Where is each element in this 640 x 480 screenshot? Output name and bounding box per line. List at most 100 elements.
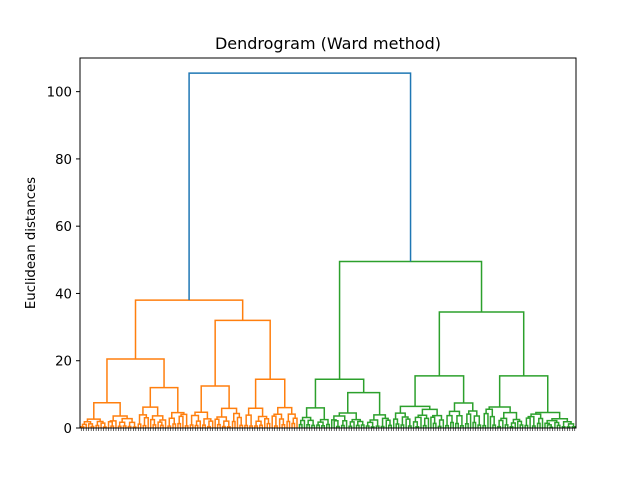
dendrogram-link bbox=[348, 425, 353, 428]
dendrogram-link bbox=[128, 421, 136, 427]
dendrogram-link bbox=[184, 425, 189, 428]
dendrogram-link bbox=[407, 425, 412, 428]
dendrogram-link bbox=[190, 414, 200, 425]
dendrogram-link bbox=[117, 425, 122, 428]
dendrogram-link bbox=[497, 425, 502, 428]
dendrogram-link bbox=[87, 423, 94, 428]
dendrogram-link bbox=[355, 424, 360, 428]
dendrogram-link bbox=[423, 417, 430, 428]
dendrogram-link bbox=[138, 414, 148, 425]
dendrogram-link bbox=[512, 418, 521, 424]
dendrogram-links bbox=[80, 72, 576, 428]
dendrogram-link bbox=[122, 425, 127, 428]
dendrogram-link bbox=[477, 424, 482, 428]
dendrogram-link bbox=[266, 422, 271, 428]
y-tick-label: 40 bbox=[55, 287, 72, 302]
dendrogram-link bbox=[500, 417, 508, 425]
dendrogram-link bbox=[317, 421, 324, 426]
dendrogram-link bbox=[259, 424, 264, 428]
dendrogram-link bbox=[401, 416, 409, 426]
dendrogram-link bbox=[338, 412, 357, 420]
dendrogram-link bbox=[554, 421, 560, 428]
dendrogram-link bbox=[306, 424, 311, 428]
dendrogram-link bbox=[498, 419, 504, 428]
dendrogram-link bbox=[504, 424, 509, 428]
dendrogram-link bbox=[556, 424, 561, 428]
y-tick-label: 60 bbox=[55, 220, 72, 235]
dendrogram-link bbox=[414, 375, 465, 407]
dendrogram-link bbox=[492, 424, 497, 428]
chart-title: Dendrogram (Ward method) bbox=[215, 34, 441, 53]
dendrogram-link bbox=[264, 417, 270, 428]
dendrogram-link bbox=[171, 411, 185, 419]
dendrogram-link bbox=[244, 424, 249, 428]
dendrogram-link bbox=[226, 426, 231, 428]
dendrogram-link bbox=[93, 402, 121, 420]
dendrogram-link bbox=[536, 422, 541, 428]
y-axis: 0 20 40 60 80 100 bbox=[47, 86, 80, 437]
dendrogram-link bbox=[347, 391, 381, 415]
dendrogram-link bbox=[366, 421, 374, 427]
dendrogram-link bbox=[437, 425, 442, 428]
dendrogram-link bbox=[149, 418, 156, 428]
y-tick-label: 80 bbox=[55, 153, 72, 168]
dendrogram-link bbox=[531, 425, 536, 428]
dendrogram-link bbox=[551, 417, 569, 422]
y-tick-label: 20 bbox=[55, 355, 72, 370]
dendrogram-link bbox=[194, 424, 199, 428]
dendrogram-link bbox=[546, 424, 552, 428]
dendrogram-link bbox=[257, 415, 268, 422]
dendrogram-link bbox=[291, 422, 296, 428]
dendrogram-link bbox=[530, 413, 542, 419]
dendrogram-link bbox=[357, 420, 364, 426]
dendrogram-link bbox=[121, 417, 133, 423]
dendrogram-link bbox=[456, 415, 463, 426]
dendrogram-link bbox=[485, 408, 494, 417]
y-tick-label: 100 bbox=[47, 86, 72, 101]
dendrogram-link bbox=[482, 424, 487, 428]
dendrogram-link bbox=[81, 423, 87, 428]
dendrogram-link bbox=[438, 311, 525, 376]
dendrogram-link bbox=[498, 375, 549, 413]
dendrogram-link bbox=[562, 420, 572, 427]
dendrogram-link bbox=[281, 423, 286, 428]
dendrogram-link bbox=[351, 418, 361, 422]
dendrogram-link bbox=[223, 420, 230, 427]
y-tick-label: 0 bbox=[64, 422, 72, 437]
dendrogram-link bbox=[188, 72, 412, 301]
dendrogram-link bbox=[538, 417, 544, 428]
dendrogram-link bbox=[278, 418, 285, 428]
dendrogram-link bbox=[422, 424, 427, 428]
dendrogram-link bbox=[459, 425, 464, 428]
dendrogram-link bbox=[200, 385, 230, 413]
dendrogram-link bbox=[195, 420, 202, 428]
dendrogram-link bbox=[519, 424, 524, 428]
dendrogram-link bbox=[473, 415, 481, 426]
dendrogram-link bbox=[464, 422, 469, 428]
dendrogram-link bbox=[399, 405, 431, 414]
dendrogram-link bbox=[292, 417, 298, 428]
dendrogram-link bbox=[316, 424, 321, 428]
dendrogram-link bbox=[509, 425, 514, 428]
dendrogram-link bbox=[168, 417, 175, 427]
dendrogram-link bbox=[134, 299, 244, 360]
dendrogram-link bbox=[142, 406, 159, 416]
dendrogram-link bbox=[249, 425, 254, 428]
dendrogram-link bbox=[112, 415, 128, 421]
y-axis-label: Euclidean distances bbox=[24, 177, 39, 309]
dendrogram-link bbox=[415, 426, 420, 428]
dendrogram-link bbox=[152, 424, 157, 428]
dendrogram-link bbox=[375, 425, 380, 428]
dendrogram-link bbox=[132, 426, 137, 428]
dendrogram-link bbox=[159, 419, 167, 428]
plot-frame bbox=[79, 57, 577, 429]
dendrogram-link bbox=[301, 416, 312, 421]
dendrogram-link bbox=[453, 402, 474, 412]
dendrogram-link bbox=[381, 417, 389, 427]
dendrogram-link bbox=[335, 425, 340, 428]
dendrogram-link bbox=[221, 425, 226, 428]
dendrogram-link bbox=[561, 425, 566, 428]
dendrogram-link bbox=[414, 416, 422, 428]
dendrogram-link bbox=[214, 319, 271, 386]
